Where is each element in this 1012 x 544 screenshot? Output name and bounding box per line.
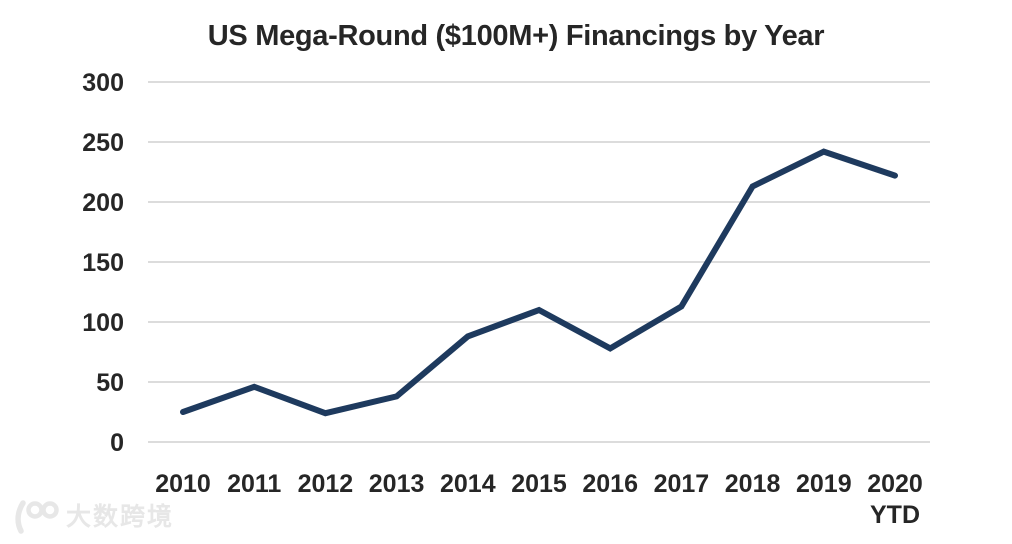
svg-text:2018: 2018 (725, 470, 781, 498)
svg-text:200: 200 (82, 189, 124, 217)
svg-text:2015: 2015 (511, 470, 567, 498)
svg-text:250: 250 (82, 129, 124, 157)
svg-text:2013: 2013 (369, 470, 425, 498)
svg-text:2010: 2010 (155, 470, 211, 498)
svg-text:2014: 2014 (440, 470, 496, 498)
svg-text:2020: 2020 (867, 470, 923, 498)
watermark-text: 大数跨境 (66, 502, 175, 531)
svg-text:2011: 2011 (227, 470, 281, 498)
watermark: 大数跨境 (8, 498, 174, 536)
svg-text:2019: 2019 (796, 470, 852, 498)
svg-text:2017: 2017 (654, 470, 710, 498)
svg-text:300: 300 (82, 69, 124, 97)
svg-text:YTD: YTD (870, 501, 920, 529)
watermark-logo-icon (15, 500, 59, 534)
svg-text:50: 50 (96, 369, 124, 397)
svg-text:100: 100 (82, 309, 124, 337)
svg-text:0: 0 (110, 429, 124, 457)
svg-text:150: 150 (82, 249, 124, 277)
svg-text:2016: 2016 (582, 470, 638, 498)
svg-text:2012: 2012 (298, 470, 354, 498)
chart-title: US Mega-Round ($100M+) Financings by Yea… (207, 20, 825, 52)
